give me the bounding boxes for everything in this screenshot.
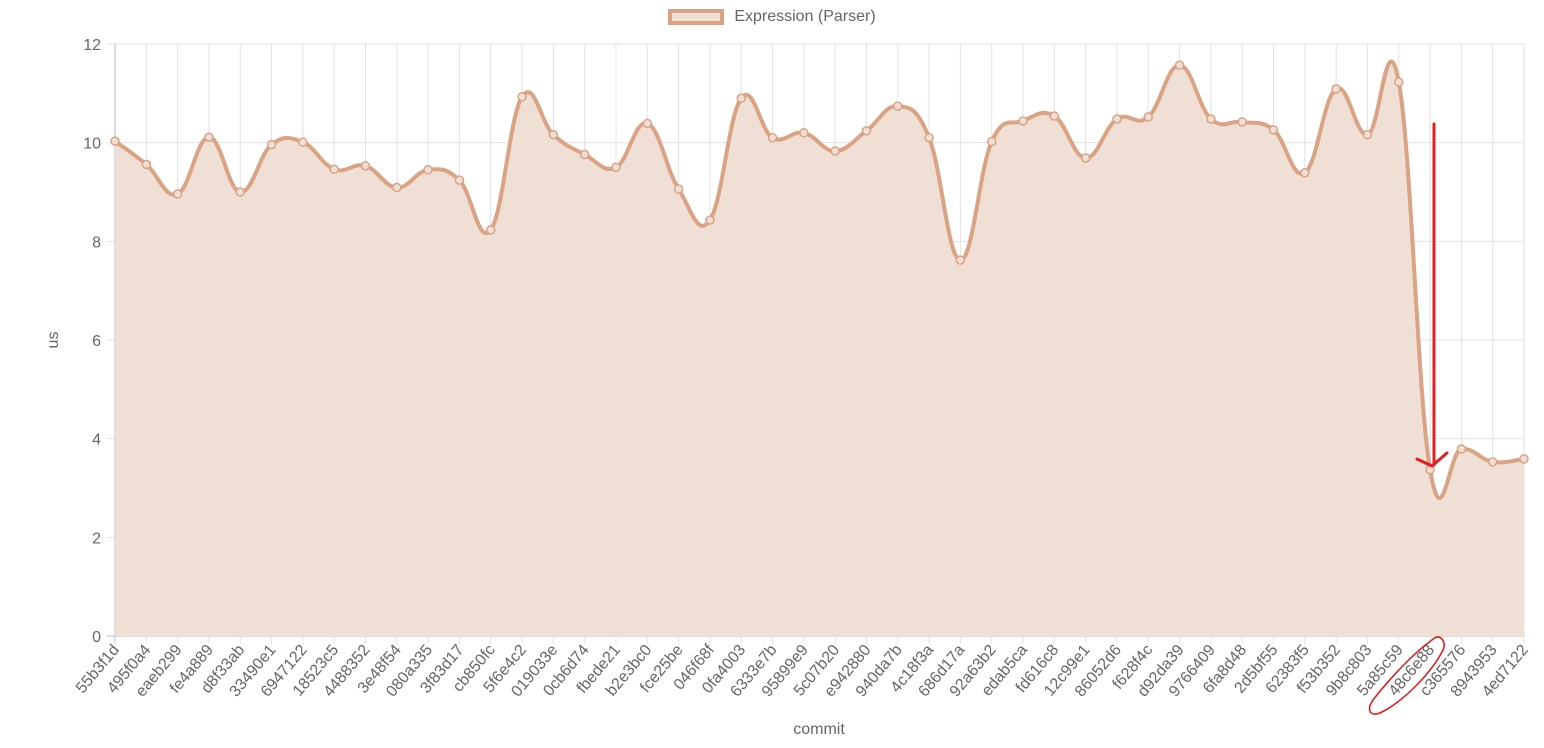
- data-point[interactable]: [266, 139, 277, 150]
- data-point[interactable]: [1080, 153, 1091, 163]
- data-point[interactable]: [360, 161, 371, 171]
- legend-label: Expression (Parser): [734, 8, 876, 25]
- data-point[interactable]: [1268, 125, 1279, 135]
- data-point[interactable]: [1174, 60, 1185, 70]
- data-point[interactable]: [110, 136, 120, 146]
- data-point[interactable]: [767, 132, 778, 143]
- data-point[interactable]: [673, 184, 684, 194]
- data-point[interactable]: [1018, 116, 1028, 126]
- data-point[interactable]: [861, 126, 872, 136]
- chart-legend: Expression (Parser): [0, 8, 1544, 26]
- data-point[interactable]: [830, 146, 840, 156]
- data-point[interactable]: [924, 132, 934, 143]
- data-point[interactable]: [204, 132, 214, 142]
- data-point[interactable]: [893, 101, 903, 111]
- red-arrowhead-annotation: [1415, 451, 1449, 468]
- data-point[interactable]: [705, 215, 715, 225]
- data-point[interactable]: [423, 165, 433, 175]
- y-tick-label: 4: [92, 432, 101, 449]
- y-axis-ticks: 0 2 4 6 8 10 12: [83, 37, 101, 646]
- data-point[interactable]: [1487, 457, 1498, 467]
- y-tick-label: 0: [92, 629, 101, 646]
- data-point[interactable]: [1331, 84, 1341, 94]
- x-axis-label: commit: [793, 721, 845, 738]
- legend-swatch[interactable]: [668, 9, 725, 25]
- data-point[interactable]: [799, 128, 809, 138]
- y-tick-label: 12: [83, 37, 101, 54]
- data-point[interactable]: [642, 118, 653, 129]
- data-point[interactable]: [454, 175, 465, 185]
- data-point[interactable]: [1362, 130, 1373, 140]
- data-point[interactable]: [235, 187, 245, 197]
- y-tick-label: 2: [92, 530, 101, 547]
- data-point[interactable]: [1300, 168, 1310, 178]
- area-fill: [115, 61, 1524, 637]
- data-point[interactable]: [1519, 454, 1529, 464]
- y-tick-label: 10: [83, 136, 101, 153]
- annotations: [1368, 122, 1449, 715]
- red-circle-annotation: [1368, 636, 1445, 715]
- data-point[interactable]: [548, 130, 559, 140]
- data-point[interactable]: [1049, 111, 1060, 121]
- data-point[interactable]: [1456, 444, 1467, 454]
- data-point[interactable]: [579, 149, 590, 160]
- data-point[interactable]: [1237, 117, 1247, 127]
- data-point[interactable]: [1112, 114, 1122, 124]
- data-point[interactable]: [141, 159, 152, 170]
- data-point[interactable]: [329, 164, 339, 175]
- data-point[interactable]: [517, 92, 527, 102]
- y-tick-label: 8: [92, 234, 101, 251]
- data-points: [110, 60, 1529, 475]
- data-point[interactable]: [298, 137, 308, 147]
- data-point[interactable]: [1143, 112, 1154, 122]
- data-point[interactable]: [736, 93, 746, 104]
- data-point[interactable]: [986, 136, 997, 147]
- data-point[interactable]: [955, 255, 966, 265]
- data-point[interactable]: [1394, 77, 1404, 87]
- data-point[interactable]: [1206, 114, 1216, 124]
- y-tick-label: 6: [92, 333, 101, 350]
- y-axis-label: us: [45, 332, 62, 349]
- data-point[interactable]: [172, 189, 183, 199]
- data-point[interactable]: [392, 182, 402, 193]
- data-point[interactable]: [485, 225, 496, 235]
- x-axis-ticks: 55b3f1d495f0a4eaeb299fe4a889d8f33ab33490…: [73, 641, 1532, 700]
- data-point[interactable]: [611, 162, 621, 173]
